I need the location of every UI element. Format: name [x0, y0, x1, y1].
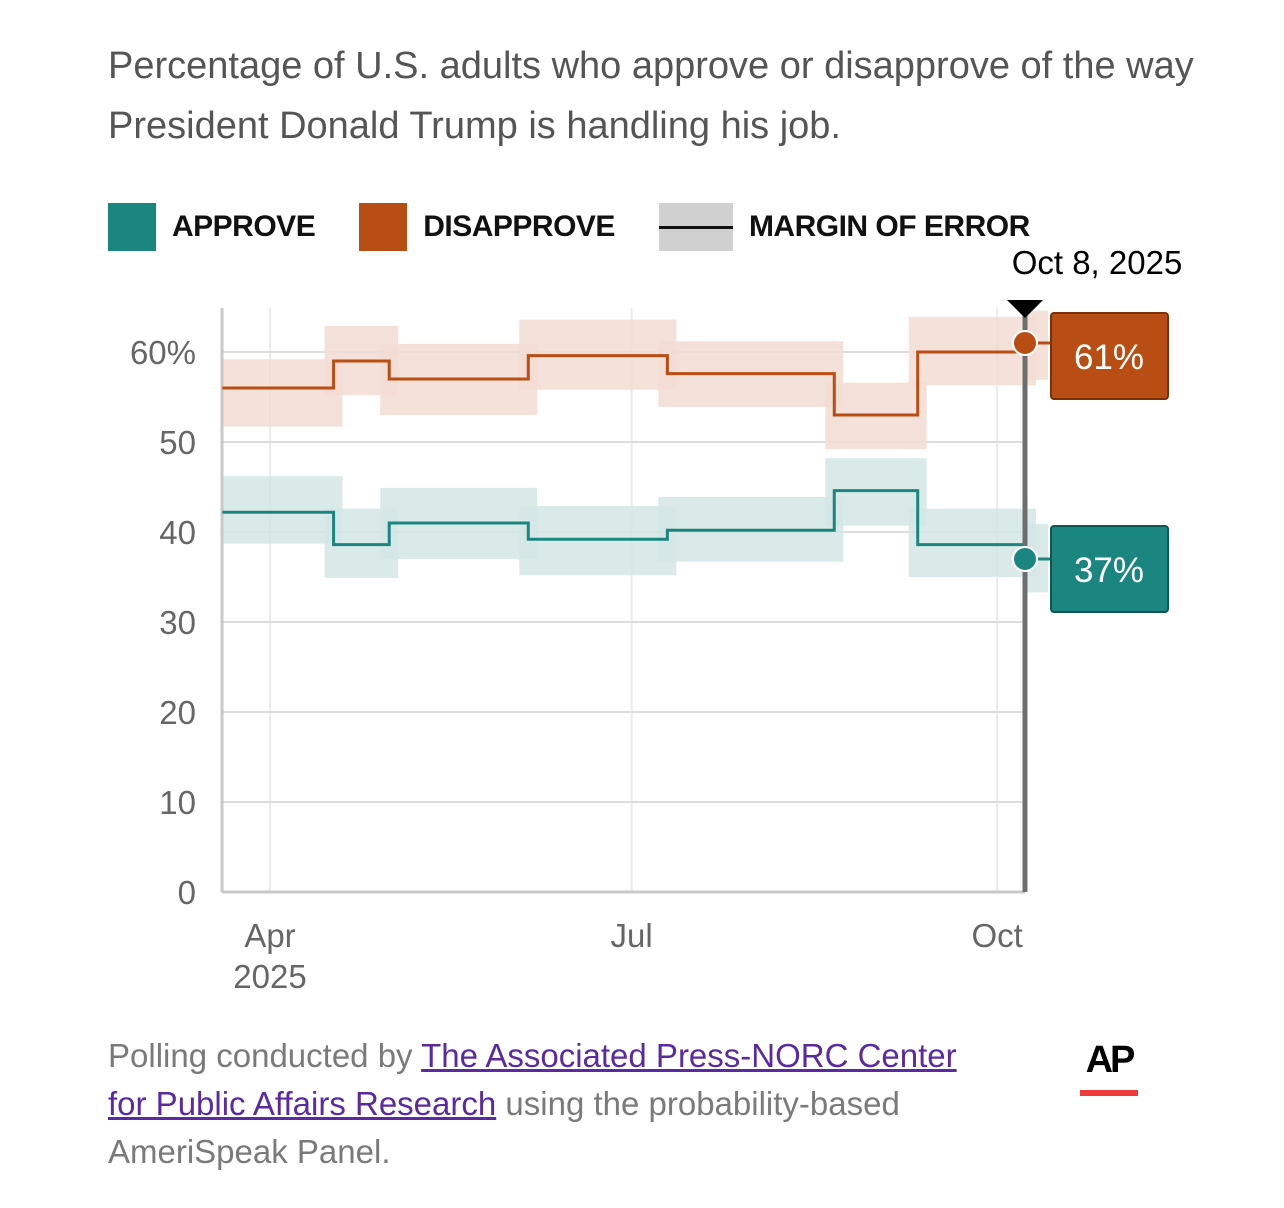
approve-swatch — [108, 203, 156, 251]
y-tick-label: 60% — [130, 334, 196, 371]
current-date-marker-icon — [1007, 300, 1043, 318]
moe-swatch — [658, 203, 733, 251]
y-tick-label: 10 — [159, 784, 196, 821]
norc-link[interactable]: The Associated Press-NORC Center for Pub… — [108, 1037, 957, 1122]
approve-moe-band — [222, 476, 343, 544]
y-tick-label: 20 — [159, 694, 196, 731]
footer-prefix: Polling conducted by — [108, 1037, 422, 1074]
x-tick-label: Jul — [611, 917, 653, 954]
y-tick-label: 40 — [159, 514, 196, 551]
disapprove-step-line — [222, 350, 1025, 417]
footer-note: Polling conducted by The Associated Pres… — [108, 1032, 988, 1176]
footer-suffix: using the probability-based AmeriSpeak P… — [108, 1085, 900, 1170]
disapprove-swatch — [359, 203, 408, 251]
legend-disapprove: DISAPPROVE — [359, 203, 615, 251]
x-tick-label: Apr — [244, 917, 295, 954]
legend-moe: MARGIN OF ERROR — [658, 203, 1030, 251]
chart-title: Percentage of U.S. adults who approve or… — [108, 45, 1194, 147]
y-tick-label: 50 — [159, 424, 196, 461]
ap-logo-bar — [1080, 1090, 1138, 1096]
approve-value-label: 37% — [1074, 551, 1144, 590]
ap-logo-text: AP — [1085, 1039, 1136, 1081]
disapprove-latest-dot — [1012, 330, 1038, 356]
approve-latest-dot — [1012, 546, 1038, 572]
x-tick-sublabel: 2025 — [233, 958, 306, 995]
x-tick-label: Oct — [972, 917, 1023, 954]
approve-value-box — [1050, 525, 1169, 613]
legend-moe-label: MARGIN OF ERROR — [748, 210, 1030, 243]
ap-logo: AP — [1080, 1040, 1138, 1096]
legend: APPROVE DISAPPROVE MARGIN OF ERROR — [108, 203, 1074, 251]
y-tick-label: 30 — [159, 604, 196, 641]
disapprove-value-label: 61% — [1074, 338, 1144, 377]
legend-approve: APPROVE — [108, 203, 316, 251]
legend-disapprove-label: DISAPPROVE — [423, 210, 615, 243]
approve-step-line — [222, 489, 1025, 547]
disapprove-value-box — [1050, 312, 1169, 400]
legend-approve-label: APPROVE — [172, 210, 316, 243]
y-tick-label: 0 — [178, 874, 196, 911]
current-date-label: Oct 8, 2025 — [1012, 244, 1183, 281]
disapprove-moe-band — [222, 359, 343, 427]
